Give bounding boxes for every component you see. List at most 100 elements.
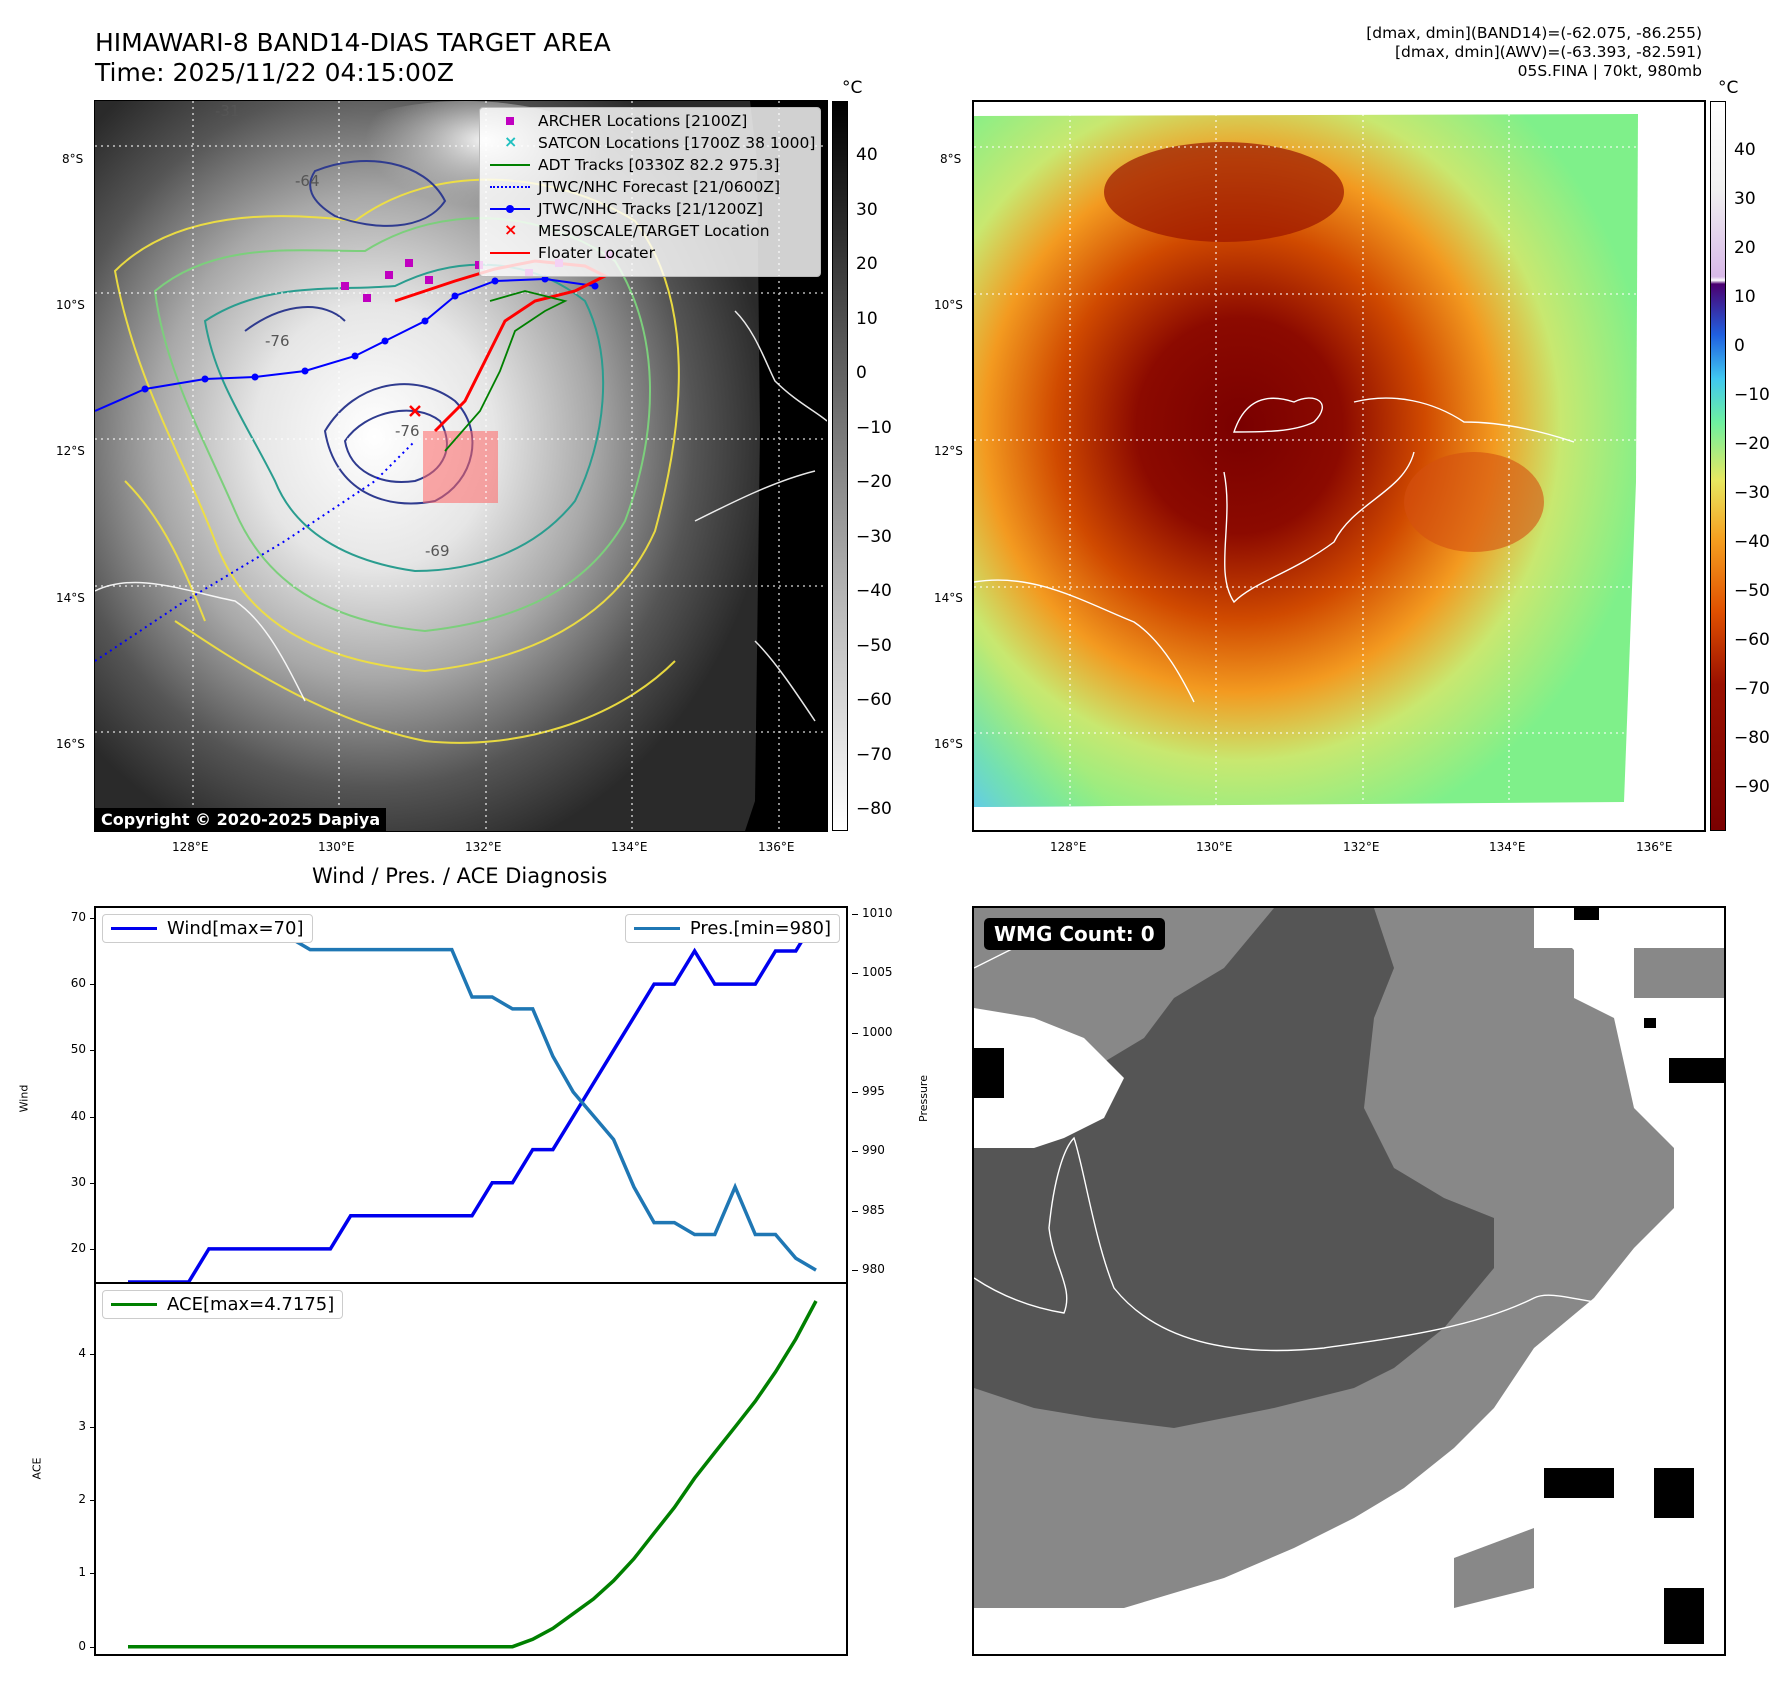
colorbar-tick-label: 20 — [1734, 238, 1756, 258]
legend-label: SATCON Locations [1700Z 38 1000] — [538, 134, 816, 152]
lat-label: 14°S — [56, 591, 85, 605]
colorbar-tick-label: −30 — [856, 526, 892, 547]
info-line-1: [dmax, dmin](BAND14)=(-62.075, -86.255) — [1366, 24, 1702, 42]
axis-tick-label: 40 — [70, 1108, 86, 1123]
title-line-2: Time: 2025/11/22 04:15:00Z — [95, 58, 454, 87]
axis-tick-mark — [90, 1646, 96, 1648]
legend-item: JTWC/NHC Tracks [21/1200Z] — [490, 198, 763, 220]
legend-item: ADT Tracks [0330Z 82.2 975.3] — [490, 154, 779, 176]
ir-legend: ARCHER Locations [2100Z] × SATCON Locati… — [479, 107, 821, 277]
axis-tick-label: 20 — [70, 1240, 86, 1255]
lon-label: 132°E — [465, 840, 502, 854]
dotted-line-icon — [490, 176, 530, 198]
axis-tick-label: 3 — [78, 1418, 86, 1433]
square-marker-icon — [490, 110, 530, 132]
colorbar-tick-label: −80 — [856, 799, 892, 819]
title-line-1: HIMAWARI-8 BAND14-DIAS TARGET AREA — [95, 28, 611, 57]
line-marker-icon — [490, 242, 530, 264]
wind-legend-label: Wind[max=70] — [167, 918, 304, 939]
axis-tick-mark — [90, 1116, 96, 1118]
axis-tick-label: 1010 — [862, 905, 893, 920]
series-line — [128, 1300, 818, 1649]
colorbar-tick-label: −60 — [1734, 630, 1770, 650]
colorbar-tick-label: −90 — [1734, 777, 1770, 797]
axis-tick-label: 1 — [78, 1565, 86, 1580]
lon-label: 128°E — [172, 840, 209, 854]
colorbar-tick-label: −10 — [856, 417, 892, 438]
colorbar-tick-label: 40 — [1734, 140, 1756, 160]
colorbar-tick-label: −10 — [1734, 385, 1770, 405]
lat-label: 8°S — [940, 152, 962, 166]
axis-tick-mark — [852, 1032, 858, 1034]
colorbar-tick-label: −40 — [1734, 532, 1770, 552]
legend-item: Floater Locater — [490, 242, 655, 264]
axis-tick-mark — [852, 1210, 858, 1212]
axis-tick-label: 1000 — [862, 1024, 893, 1039]
legend-item: × SATCON Locations [1700Z 38 1000] — [490, 132, 815, 154]
axis-tick-label: 990 — [862, 1143, 885, 1158]
figure-title: HIMAWARI-8 BAND14-DIAS TARGET AREA Time:… — [95, 28, 611, 88]
lon-label: 130°E — [1196, 840, 1233, 854]
legend-label: Floater Locater — [538, 244, 655, 262]
contour-label: -64 — [295, 172, 320, 190]
axis-tick-mark — [852, 973, 858, 975]
axis-tick-mark — [90, 1182, 96, 1184]
pressure-legend: Pres.[min=980] — [624, 914, 840, 943]
ace-chart: ACE[max=4.7175] — [94, 1282, 848, 1656]
lat-label: 14°S — [934, 591, 963, 605]
lat-label: 16°S — [934, 737, 963, 751]
lon-label: 128°E — [1050, 840, 1087, 854]
wind-pressure-plot — [128, 916, 818, 1282]
intensity-info: [dmax, dmin](BAND14)=(-62.075, -86.255) … — [1002, 24, 1702, 81]
lat-label: 10°S — [56, 298, 85, 312]
colorbar-tick-label: −40 — [856, 581, 892, 601]
legend-item: × MESOSCALE/TARGET Location — [490, 220, 770, 242]
wind-line-icon — [111, 927, 157, 930]
axis-tick-label: 30 — [70, 1174, 86, 1189]
colorbar-tick-label: 10 — [1734, 287, 1756, 307]
legend-item: ARCHER Locations [2100Z] — [490, 110, 747, 132]
awv-colorbar — [1710, 101, 1726, 831]
legend-item: JTWC/NHC Forecast [21/0600Z] — [490, 176, 780, 198]
wind-legend: Wind[max=70] — [102, 914, 313, 943]
series-line — [128, 916, 818, 1282]
axis-tick-mark — [90, 1050, 96, 1052]
axis-tick-mark — [852, 1092, 858, 1094]
axis-tick-label: 985 — [862, 1202, 885, 1217]
colorbar-tick-label: −70 — [1734, 679, 1770, 699]
wind-pressure-chart: Wind[max=70] Pres.[min=980] — [94, 906, 848, 1284]
awv-colorbar-unit: °C — [1718, 78, 1739, 98]
pressure-axis-label: Pressure — [916, 1075, 930, 1122]
colorbar-tick-label: 30 — [856, 199, 878, 220]
axis-tick-label: 50 — [70, 1042, 86, 1057]
diagnosis-title: Wind / Pres. / ACE Diagnosis — [312, 864, 608, 888]
axis-tick-mark — [90, 1353, 96, 1355]
info-line-2: [dmax, dmin](AWV)=(-63.393, -82.591) — [1395, 43, 1702, 61]
pressure-legend-label: Pres.[min=980] — [689, 918, 831, 939]
ace-plot — [128, 1300, 818, 1649]
colorbar-tick-label: −20 — [1734, 434, 1770, 454]
lat-label: 10°S — [934, 298, 963, 312]
ir-map-panel: -64 -76 -76 -31 -69 Copyright © 2020-202… — [94, 100, 828, 832]
lat-label: 8°S — [62, 152, 84, 166]
legend-label: JTWC/NHC Tracks [21/1200Z] — [538, 200, 764, 218]
colorbar-tick-label: −60 — [856, 690, 892, 710]
colorbar-tick-label: 30 — [1734, 189, 1756, 209]
axis-tick-mark — [852, 1151, 858, 1153]
wind-axis-label: Wind — [17, 1084, 31, 1113]
lon-label: 136°E — [758, 840, 795, 854]
colorbar-tick-label: 10 — [856, 308, 878, 329]
colorbar-tick-label: 0 — [1734, 336, 1745, 356]
axis-tick-mark — [90, 1248, 96, 1250]
line-dot-icon — [490, 198, 530, 220]
pressure-line-icon — [633, 927, 680, 930]
axis-tick-label: 60 — [70, 976, 86, 991]
lon-label: 134°E — [1489, 840, 1526, 854]
axis-tick-mark — [852, 913, 858, 915]
axis-tick-mark — [90, 1426, 96, 1428]
ir-colorbar — [832, 101, 848, 831]
contour-label: -69 — [425, 542, 450, 560]
ir-colorbar-unit: °C — [842, 78, 863, 98]
legend-label: ARCHER Locations [2100Z] — [538, 112, 748, 130]
ace-legend-label: ACE[max=4.7175] — [167, 1294, 335, 1315]
